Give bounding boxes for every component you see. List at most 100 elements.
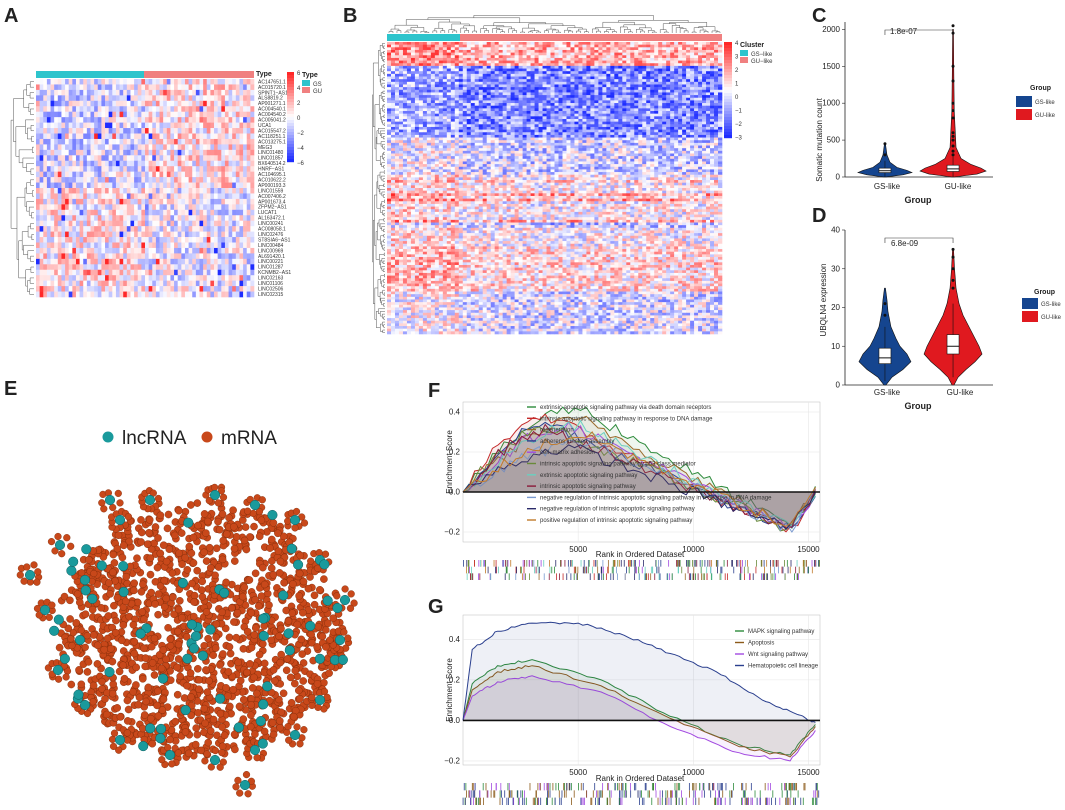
heatmap-cell [642,60,647,64]
heatmap-cell [518,44,523,48]
dendrogram-branch [380,78,383,86]
heatmap-cell [494,65,499,69]
dendrogram-branch [378,219,384,227]
heatmap-cell [224,95,229,102]
heatmap-cell [482,63,488,67]
heatmap-cell [474,108,480,112]
heatmap-cell [566,100,571,104]
heatmap-cell [166,155,171,162]
heatmap-cell [184,193,189,200]
heatmap-cell [474,95,480,99]
heatmap-cell [206,286,211,292]
heatmap-cell [387,76,392,80]
heatmap-cell [634,103,639,107]
heatmap-cell [578,81,583,85]
heatmap-cell [137,264,142,271]
heatmap-cell [514,65,519,69]
heatmap-cell [534,87,539,91]
heatmap-cell [203,242,208,249]
heatmap-cell [430,49,436,53]
heatmap-cell [530,52,535,56]
heatmap-cell [518,52,523,56]
heatmap-cell [94,226,99,232]
heatmap-cell [61,291,66,298]
heatmap-cell [61,138,66,145]
heatmap-cell [562,65,567,69]
heatmap-cell [666,97,671,101]
heatmap-cell [546,105,551,109]
heatmap-cell [50,155,55,162]
heatmap-cell [470,63,476,67]
heatmap-cell [177,247,182,254]
heatmap-cell [181,193,186,200]
heatmap-cell [502,79,507,83]
heatmap-cell [570,89,575,93]
heatmap-cell [658,103,663,107]
heatmap-cell [94,286,99,292]
heatmap-cell [394,95,400,99]
heatmap-cell [578,44,583,48]
heatmap-cell [79,117,84,123]
heatmap-cell [112,160,117,167]
heatmap-cell [235,291,240,298]
heatmap-cell [206,275,211,281]
heatmap-cell [83,100,88,107]
heatmap-cell [387,108,392,112]
panel-b-gu-annotation-bar [387,34,722,41]
heatmap-cell [454,73,460,77]
scale-step [287,108,294,112]
heatmap-cell [574,55,579,59]
heatmap-cell [502,84,507,88]
heatmap-cell [506,65,511,69]
heatmap-cell [239,237,244,243]
heatmap-cell [426,60,432,64]
panel-b-label: B [343,5,357,27]
heatmap-cell [83,220,88,227]
heatmap-cell [718,68,723,72]
heatmap-cell [65,117,69,123]
heatmap-cell [141,198,146,205]
heatmap-cell [65,215,69,221]
heatmap-cell [86,160,91,167]
heatmap-cell [86,237,91,243]
heatmap-cell [446,49,452,53]
heatmap-cell [86,128,91,134]
heatmap-cell [686,100,691,104]
heatmap-cell [430,60,436,64]
heatmap-cell [206,133,211,140]
heatmap-cell [148,264,153,271]
heatmap-cell [159,242,164,249]
heatmap-cell [75,193,80,200]
heatmap-cell [112,182,117,189]
heatmap-cell [159,215,164,221]
heatmap-cell [36,89,40,96]
heatmap-cell [250,220,255,227]
heatmap-cell [670,76,675,80]
heatmap-cell [626,89,631,93]
heatmap-cell [554,87,559,91]
dendrogram-branch [383,183,385,187]
heatmap-cell [134,100,139,107]
heatmap-cell [714,84,719,88]
heatmap-cell [239,242,244,249]
heatmap-cell [54,182,59,189]
heatmap-cell [105,209,109,216]
heatmap-cell [246,171,251,178]
heatmap-cell [72,155,77,162]
heatmap-cell [442,71,448,75]
heatmap-cell [514,95,519,99]
heatmap-cell [706,60,711,64]
heatmap-cell [490,103,495,107]
heatmap-cell [598,65,603,69]
heatmap-cell [170,286,175,292]
heatmap-cell [134,204,139,211]
heatmap-cell [235,95,240,102]
heatmap-cell [83,155,88,162]
heatmap-cell [68,133,73,140]
heatmap-cell [590,44,595,48]
heatmap-cell [192,166,197,172]
heatmap-cell [97,95,102,102]
heatmap-cell [546,71,551,75]
heatmap-cell [112,209,117,216]
